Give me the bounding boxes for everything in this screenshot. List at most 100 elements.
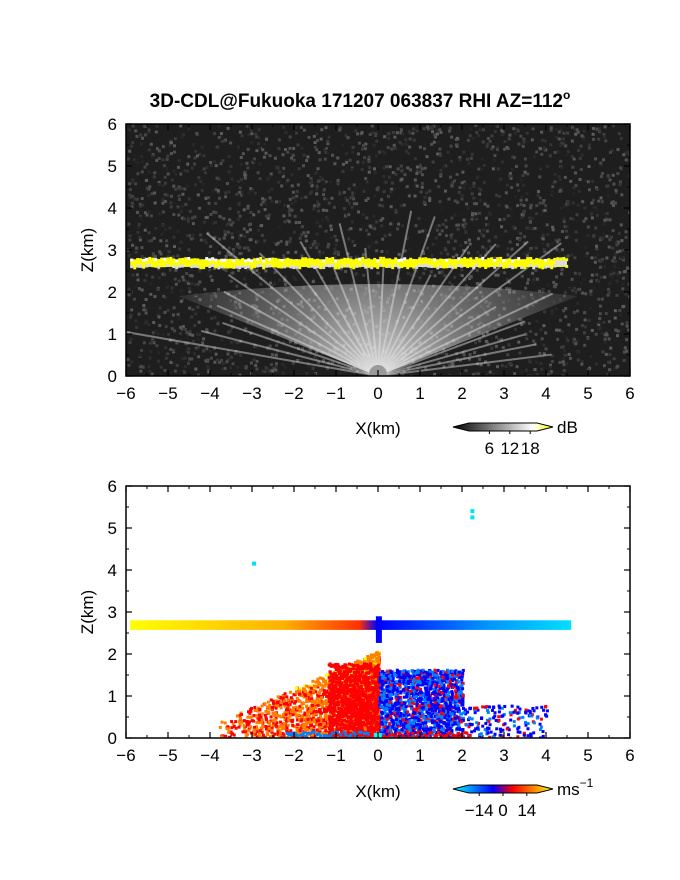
noise-pixel bbox=[615, 279, 619, 283]
noise-pixel bbox=[173, 150, 177, 154]
noise-pixel bbox=[535, 277, 539, 281]
noise-pixel bbox=[129, 315, 133, 319]
noise-pixel bbox=[612, 204, 616, 208]
noise-pixel bbox=[315, 148, 319, 152]
noise-pixel bbox=[563, 349, 567, 353]
noise-pixel bbox=[418, 363, 422, 367]
noise-pixel bbox=[604, 352, 608, 356]
velocity-pixel bbox=[232, 733, 236, 737]
noise-pixel bbox=[237, 202, 241, 206]
velocity-pixel bbox=[341, 668, 345, 672]
noise-pixel bbox=[372, 214, 376, 218]
noise-pixel bbox=[361, 213, 365, 217]
noise-pixel bbox=[476, 354, 480, 358]
noise-pixel bbox=[438, 128, 442, 132]
velocity-pixel bbox=[306, 700, 310, 704]
noise-pixel bbox=[280, 184, 284, 188]
velocity-pixel bbox=[322, 731, 326, 735]
noise-pixel bbox=[255, 367, 259, 371]
noise-pixel bbox=[338, 371, 342, 375]
noise-pixel bbox=[338, 128, 342, 132]
noise-pixel bbox=[510, 168, 514, 172]
noise-pixel bbox=[399, 128, 403, 132]
noise-pixel bbox=[594, 157, 598, 161]
noise-pixel bbox=[601, 232, 605, 236]
noise-pixel bbox=[601, 237, 605, 241]
noise-pixel bbox=[531, 127, 535, 131]
cloud-layer-edge bbox=[481, 263, 485, 267]
noise-pixel bbox=[593, 205, 597, 209]
noise-pixel bbox=[229, 355, 233, 359]
noise-pixel bbox=[574, 127, 578, 131]
noise-pixel bbox=[251, 257, 255, 261]
velocity-pixel bbox=[328, 724, 332, 728]
noise-pixel bbox=[423, 195, 427, 199]
cloud-layer-edge bbox=[334, 259, 338, 263]
cloud-layer-edge bbox=[406, 259, 410, 263]
noise-pixel bbox=[177, 213, 181, 217]
noise-pixel bbox=[165, 244, 169, 248]
noise-pixel bbox=[438, 147, 442, 151]
noise-pixel bbox=[560, 345, 564, 349]
noise-pixel bbox=[165, 285, 169, 289]
noise-pixel bbox=[186, 217, 190, 221]
noise-pixel bbox=[562, 217, 566, 221]
noise-pixel bbox=[466, 138, 470, 142]
noise-pixel bbox=[131, 273, 135, 277]
noise-pixel bbox=[245, 124, 249, 128]
beam-ray bbox=[377, 216, 436, 376]
velocity-pixel bbox=[242, 724, 246, 728]
cloud-layer-edge bbox=[385, 258, 389, 262]
noise-pixel bbox=[500, 133, 504, 137]
noise-pixel bbox=[225, 360, 229, 364]
noise-pixel bbox=[223, 233, 227, 237]
reflectivity-ytick-label: 4 bbox=[108, 199, 117, 218]
noise-pixel bbox=[287, 210, 291, 214]
noise-pixel bbox=[626, 150, 630, 154]
noise-pixel bbox=[249, 238, 253, 242]
noise-pixel bbox=[214, 220, 218, 224]
velocity-pixel bbox=[224, 734, 228, 738]
cloud-layer-edge bbox=[163, 264, 167, 268]
velocity-pixel bbox=[230, 726, 234, 730]
noise-pixel bbox=[343, 212, 347, 216]
noise-pixel bbox=[143, 165, 147, 169]
velocity-pixel bbox=[257, 721, 261, 725]
velocity-pixel bbox=[365, 669, 369, 673]
cloud-layer-edge bbox=[418, 263, 422, 267]
noise-pixel bbox=[210, 278, 214, 282]
velocity-pixel bbox=[370, 660, 374, 664]
noise-pixel bbox=[460, 193, 464, 197]
noise-pixel bbox=[327, 361, 331, 365]
velocity-pixel bbox=[294, 691, 298, 695]
noise-pixel bbox=[520, 195, 524, 199]
reflectivity-xtick-label: 5 bbox=[583, 384, 592, 403]
noise-pixel bbox=[187, 155, 191, 159]
velocity-pixel bbox=[307, 685, 311, 689]
noise-pixel bbox=[258, 146, 262, 150]
noise-pixel bbox=[232, 250, 236, 254]
noise-pixel bbox=[181, 325, 185, 329]
velocity-pixel bbox=[281, 694, 285, 698]
velocity-pixel bbox=[301, 701, 305, 705]
velocity-pixel bbox=[264, 717, 268, 721]
noise-pixel bbox=[495, 124, 499, 128]
noise-pixel bbox=[135, 246, 139, 250]
noise-pixel bbox=[599, 236, 603, 240]
noise-pixel bbox=[467, 251, 471, 255]
noise-pixel bbox=[487, 222, 491, 226]
noise-pixel bbox=[474, 124, 478, 128]
noise-pixel bbox=[346, 252, 350, 256]
noise-pixel bbox=[470, 254, 474, 258]
noise-pixel bbox=[377, 150, 381, 154]
noise-pixel bbox=[350, 205, 354, 209]
noise-pixel bbox=[155, 147, 159, 151]
cloud-layer-edge bbox=[376, 265, 380, 269]
noise-pixel bbox=[165, 167, 169, 171]
noise-pixel bbox=[628, 174, 630, 178]
noise-pixel bbox=[268, 196, 272, 200]
noise-pixel bbox=[385, 250, 389, 254]
noise-pixel bbox=[161, 145, 165, 149]
noise-pixel bbox=[578, 287, 582, 291]
noise-pixel bbox=[584, 292, 588, 296]
